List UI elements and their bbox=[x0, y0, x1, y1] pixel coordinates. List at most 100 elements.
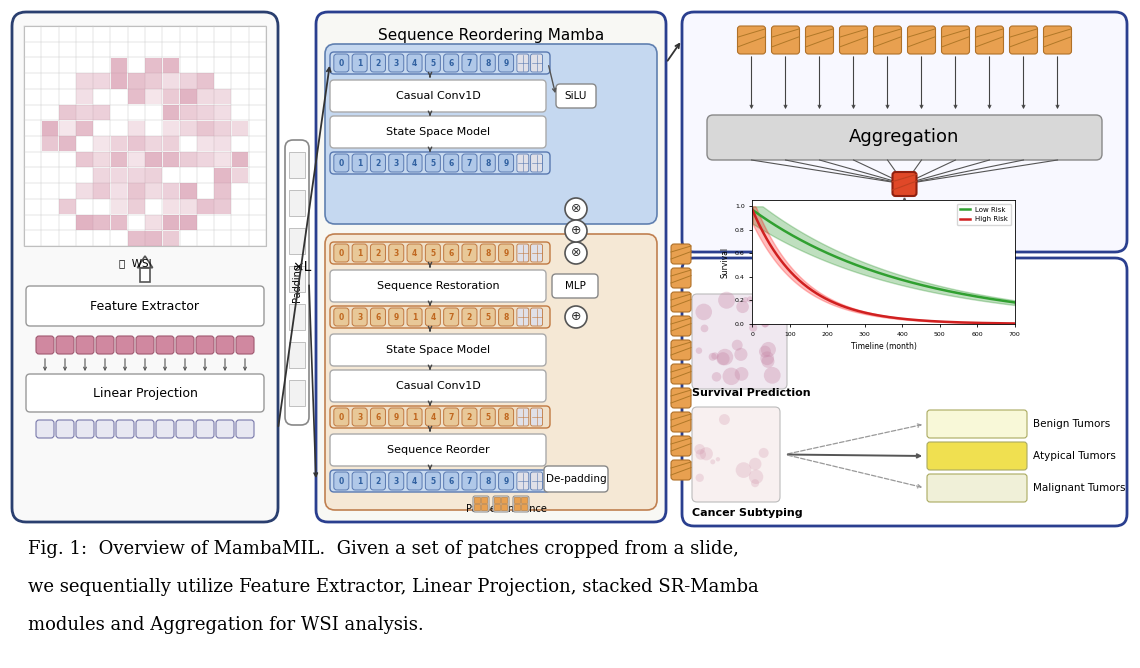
FancyBboxPatch shape bbox=[530, 408, 543, 426]
Circle shape bbox=[694, 444, 705, 454]
Text: De-padding: De-padding bbox=[546, 474, 606, 484]
FancyBboxPatch shape bbox=[516, 408, 529, 426]
Text: 8: 8 bbox=[486, 476, 490, 486]
FancyBboxPatch shape bbox=[462, 472, 477, 490]
Text: 1: 1 bbox=[412, 313, 417, 321]
Circle shape bbox=[749, 324, 757, 332]
Bar bbox=[214, 152, 231, 167]
Bar bbox=[180, 89, 196, 104]
FancyBboxPatch shape bbox=[334, 472, 349, 490]
FancyBboxPatch shape bbox=[407, 308, 422, 326]
FancyBboxPatch shape bbox=[334, 408, 349, 426]
FancyBboxPatch shape bbox=[352, 244, 367, 262]
Bar bbox=[214, 136, 231, 152]
Bar bbox=[898, 224, 911, 256]
Text: 6: 6 bbox=[375, 313, 381, 321]
FancyBboxPatch shape bbox=[480, 408, 495, 426]
Circle shape bbox=[734, 367, 749, 381]
Text: Malignant Tumors: Malignant Tumors bbox=[1033, 483, 1125, 493]
Bar bbox=[163, 136, 179, 152]
Bar bbox=[111, 152, 128, 167]
Bar bbox=[93, 168, 111, 183]
Bar bbox=[163, 230, 179, 246]
Bar bbox=[500, 497, 507, 503]
Circle shape bbox=[735, 462, 751, 478]
FancyBboxPatch shape bbox=[443, 154, 458, 172]
FancyBboxPatch shape bbox=[480, 244, 495, 262]
FancyBboxPatch shape bbox=[36, 420, 54, 438]
Text: Cancer Subtyping: Cancer Subtyping bbox=[692, 508, 803, 518]
Bar bbox=[145, 136, 162, 152]
Text: 1: 1 bbox=[357, 476, 363, 486]
Text: 1: 1 bbox=[412, 413, 417, 422]
FancyBboxPatch shape bbox=[1010, 26, 1037, 54]
Bar bbox=[93, 73, 111, 89]
Bar bbox=[93, 105, 111, 120]
Bar bbox=[163, 199, 179, 214]
FancyBboxPatch shape bbox=[480, 308, 495, 326]
FancyBboxPatch shape bbox=[462, 308, 477, 326]
FancyBboxPatch shape bbox=[530, 154, 543, 172]
Text: 6: 6 bbox=[448, 476, 454, 486]
Text: 2: 2 bbox=[375, 158, 381, 168]
Bar bbox=[197, 89, 214, 104]
FancyBboxPatch shape bbox=[425, 308, 440, 326]
Text: 4: 4 bbox=[430, 413, 435, 422]
Bar bbox=[214, 199, 231, 214]
FancyBboxPatch shape bbox=[116, 336, 135, 354]
Bar bbox=[59, 121, 75, 136]
Text: Casual Conv1D: Casual Conv1D bbox=[396, 381, 480, 391]
FancyBboxPatch shape bbox=[498, 244, 514, 262]
Text: 8: 8 bbox=[486, 59, 490, 67]
Bar bbox=[145, 152, 162, 167]
Circle shape bbox=[764, 367, 781, 383]
FancyBboxPatch shape bbox=[215, 336, 234, 354]
Low Risk bbox=[906, 279, 920, 287]
FancyBboxPatch shape bbox=[671, 292, 691, 312]
FancyBboxPatch shape bbox=[329, 52, 549, 74]
Bar bbox=[290, 152, 306, 178]
FancyBboxPatch shape bbox=[407, 154, 422, 172]
Circle shape bbox=[751, 479, 759, 487]
FancyBboxPatch shape bbox=[671, 436, 691, 456]
High Risk bbox=[902, 315, 915, 323]
Low Risk bbox=[967, 292, 980, 300]
Text: 8: 8 bbox=[486, 248, 490, 257]
FancyBboxPatch shape bbox=[329, 406, 549, 428]
Text: we sequentially utilize Feature Extractor, Linear Projection, stacked SR-Mamba: we sequentially utilize Feature Extracto… bbox=[28, 578, 759, 596]
Text: 5: 5 bbox=[486, 413, 490, 422]
Bar bbox=[111, 73, 128, 89]
FancyBboxPatch shape bbox=[927, 442, 1027, 470]
Text: 6: 6 bbox=[448, 248, 454, 257]
FancyBboxPatch shape bbox=[873, 26, 902, 54]
High Risk bbox=[747, 208, 760, 216]
FancyBboxPatch shape bbox=[329, 434, 546, 466]
Bar bbox=[76, 152, 92, 167]
FancyBboxPatch shape bbox=[480, 154, 495, 172]
FancyBboxPatch shape bbox=[425, 408, 440, 426]
Bar bbox=[145, 73, 162, 89]
FancyBboxPatch shape bbox=[692, 294, 787, 389]
FancyBboxPatch shape bbox=[325, 234, 657, 510]
FancyBboxPatch shape bbox=[473, 496, 489, 512]
Text: 9: 9 bbox=[393, 413, 399, 422]
FancyBboxPatch shape bbox=[425, 472, 440, 490]
High Risk bbox=[983, 319, 996, 327]
Line: High Risk: High Risk bbox=[752, 210, 1015, 323]
Text: ×L: ×L bbox=[292, 260, 311, 274]
Bar bbox=[128, 136, 145, 152]
Bar bbox=[214, 105, 231, 120]
Bar bbox=[197, 199, 214, 214]
Circle shape bbox=[749, 470, 764, 484]
Circle shape bbox=[749, 458, 762, 470]
Bar bbox=[163, 73, 179, 89]
Text: 6: 6 bbox=[448, 158, 454, 168]
FancyBboxPatch shape bbox=[156, 420, 174, 438]
Circle shape bbox=[711, 352, 718, 359]
Circle shape bbox=[760, 342, 776, 357]
Bar bbox=[76, 89, 92, 104]
Bar bbox=[290, 304, 306, 330]
Bar bbox=[481, 504, 487, 510]
Circle shape bbox=[760, 351, 774, 365]
FancyBboxPatch shape bbox=[544, 466, 608, 492]
